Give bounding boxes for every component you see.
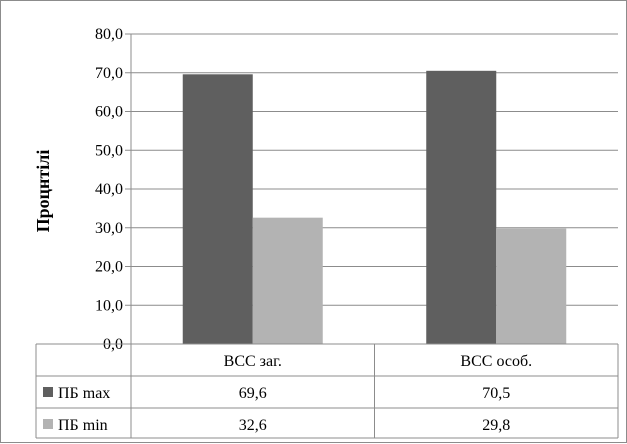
legend-swatch	[43, 419, 53, 429]
data-label: 69,6	[239, 385, 267, 402]
bar	[182, 74, 253, 345]
data-label: 29,8	[482, 417, 510, 434]
bar	[496, 228, 567, 344]
data-table: ВСС заг. ВСС особ. ПБ max 69,6 70,5 ПБ min 32,…	[35, 344, 619, 439]
data-label: 32,6	[239, 417, 267, 434]
data-label: 70,5	[482, 385, 510, 402]
bars	[182, 70, 567, 345]
legend-label: ПБ max	[58, 385, 110, 402]
legend-swatch	[43, 387, 53, 397]
bar	[426, 70, 497, 344]
y-tick-label: 10,0	[95, 297, 123, 314]
bar	[252, 217, 323, 344]
legend-label: ПБ min	[58, 417, 108, 434]
y-tick-label: 70,0	[95, 65, 123, 82]
y-axis-title: Процнтілі	[33, 150, 53, 233]
y-tick-label: 30,0	[95, 220, 123, 237]
y-tick-label: 40,0	[95, 181, 123, 198]
axes: 0,010,020,030,040,050,060,070,080,0	[36, 26, 618, 438]
y-tick-label: 80,0	[95, 26, 123, 43]
category-label: ВСС заг.	[224, 353, 282, 370]
category-label: ВСС особ.	[460, 353, 532, 370]
y-tick-label: 20,0	[95, 259, 123, 276]
y-tick-label: 50,0	[95, 142, 123, 159]
y-tick-label: 60,0	[95, 104, 123, 121]
